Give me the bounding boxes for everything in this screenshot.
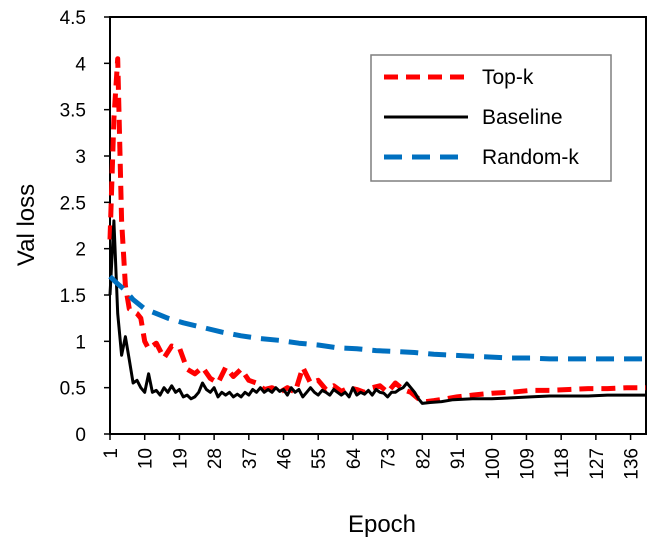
x-tick-label: 10 <box>136 448 157 469</box>
y-axis-ticks: 0 0.5 1 1.5 2 2.5 3 3.5 4 4.5 <box>60 8 110 446</box>
y-tick-label: 2.5 <box>60 193 86 214</box>
y-axis-title: Val loss <box>13 184 40 266</box>
y-tick-label: 1 <box>75 332 86 353</box>
y-tick-label: 4.5 <box>60 8 86 29</box>
x-axis-title: Epoch <box>348 511 416 538</box>
legend-label: Baseline <box>482 106 563 129</box>
y-tick-label: 0 <box>75 425 86 446</box>
x-tick-label: 127 <box>587 448 608 480</box>
x-tick-label: 37 <box>240 448 261 469</box>
y-tick-label: 3.5 <box>60 101 86 122</box>
x-tick-label: 28 <box>205 448 226 469</box>
legend-label: Top-k <box>482 66 534 89</box>
series-line-random-k <box>108 274 646 362</box>
y-tick-label: 1.5 <box>60 286 86 307</box>
y-tick-label: 3 <box>75 147 86 168</box>
x-tick-label: 64 <box>344 448 365 470</box>
x-tick-label: 73 <box>379 448 400 469</box>
series-line-baseline <box>108 219 646 405</box>
y-tick-label: 0.5 <box>60 379 86 400</box>
legend: Top-k Baseline Random-k <box>370 54 612 182</box>
x-tick-label: 1 <box>101 448 122 459</box>
x-axis-ticks: 1 10 19 28 37 46 55 64 73 82 91 100 109 118 127 136 <box>101 434 643 480</box>
x-tick-label: 118 <box>552 448 573 478</box>
series-line-top-k <box>107 56 646 405</box>
legend-label: Random-k <box>482 146 579 169</box>
y-tick-label: 4 <box>75 54 86 75</box>
y-tick-label: 2 <box>75 240 86 261</box>
series-lines <box>107 56 646 405</box>
x-tick-label: 46 <box>275 448 296 469</box>
x-tick-label: 82 <box>413 448 434 469</box>
x-tick-label: 55 <box>309 448 330 469</box>
x-tick-label: 100 <box>483 448 504 480</box>
x-tick-label: 109 <box>517 448 538 480</box>
x-tick-label: 19 <box>170 448 191 469</box>
x-tick-label: 91 <box>448 448 469 469</box>
x-tick-label: 136 <box>622 448 643 480</box>
